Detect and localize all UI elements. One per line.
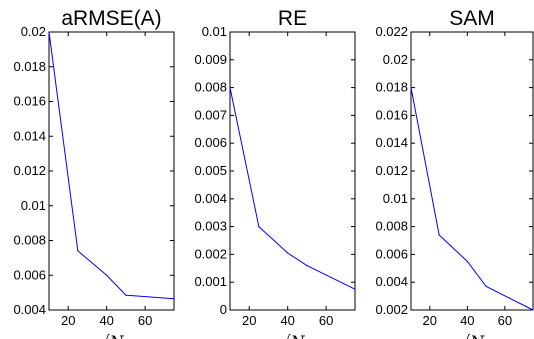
data-point [125, 294, 127, 296]
y-tick-label: 0.01 [383, 191, 408, 206]
y-tick-label: 0.012 [13, 163, 46, 178]
x-tick-label: 60 [498, 313, 512, 328]
y-tick-label: 0.003 [194, 219, 227, 234]
y-tick-label: 0.004 [194, 191, 227, 206]
panel-1: 0.004 0.006 0.008 0.01 0.012 0.014 0.016 0.018 0… [13, 7, 175, 339]
chart-title: SAM [449, 7, 495, 30]
x-tick-label: 60 [319, 313, 333, 328]
y-tick-label: 0.004 [13, 302, 46, 317]
y-tick-label: 0.01 [21, 198, 46, 213]
y-tick-label: 0.01 [202, 24, 227, 39]
y-tick-label: 0.012 [375, 163, 408, 178]
y-tick-label: 0.007 [194, 107, 227, 122]
panel-3: 0.002 0.004 0.006 0.008 0.01 0.012 0.014 0.016 0… [375, 7, 534, 339]
y-tick-label: 0.004 [375, 274, 408, 289]
y-tick-label: 0.016 [375, 107, 408, 122]
x-tick-label: 20 [242, 313, 256, 328]
data-point [466, 260, 468, 262]
y-tick-label: 0.014 [13, 128, 46, 143]
y-tick-label: 0.005 [194, 163, 227, 178]
x-axis-label: √N [280, 332, 305, 339]
y-tick-label: 0.002 [194, 246, 227, 261]
x-tick-label: 20 [61, 313, 75, 328]
y-tick-label: 0.022 [375, 24, 408, 39]
x-tick-label: 40 [99, 313, 113, 328]
y-tick-label: 0.006 [194, 135, 227, 150]
data-point [106, 274, 108, 276]
data-point [287, 252, 289, 254]
y-tick-label: 0.02 [383, 52, 408, 67]
x-tick-label: 60 [138, 313, 152, 328]
y-tick-label: 0.001 [194, 274, 227, 289]
x-axis-label: √N [99, 332, 124, 339]
chart-title: aRMSE(A) [61, 7, 161, 30]
y-tick-label: 0.018 [13, 59, 46, 74]
y-tick-label: 0.006 [375, 246, 408, 261]
data-point [485, 285, 487, 287]
data-point [438, 234, 440, 236]
data-point [306, 264, 308, 267]
y-tick-label: 0 [220, 302, 227, 317]
y-tick-label: 0.009 [194, 52, 227, 67]
y-tick-label: 0.008 [13, 233, 46, 248]
data-point [48, 31, 50, 33]
data-point [354, 288, 356, 290]
data-point [229, 87, 231, 89]
data-point [258, 226, 260, 228]
y-tick-label: 0.008 [194, 80, 227, 95]
chart-title: RE [278, 7, 307, 30]
y-tick-label: 0.018 [375, 80, 408, 95]
x-tick-label: 40 [460, 313, 474, 328]
data-point [532, 309, 534, 311]
y-tick-label: 0.002 [375, 302, 408, 317]
y-tick-label: 0.008 [375, 219, 408, 234]
data-point [77, 250, 79, 252]
y-tick-label: 0.02 [21, 24, 46, 39]
data-point [410, 87, 412, 89]
y-tick-label: 0.006 [13, 267, 46, 282]
data-point [173, 298, 175, 300]
x-tick-label: 40 [280, 313, 294, 328]
x-tick-label: 20 [423, 313, 437, 328]
panel-2: 0 0.001 0.002 0.003 0.004 0.005 0.006 0.007 0.00… [194, 7, 356, 339]
y-tick-label: 0.016 [13, 94, 46, 109]
x-axis-label: √N [460, 332, 485, 339]
y-tick-label: 0.014 [375, 135, 408, 150]
